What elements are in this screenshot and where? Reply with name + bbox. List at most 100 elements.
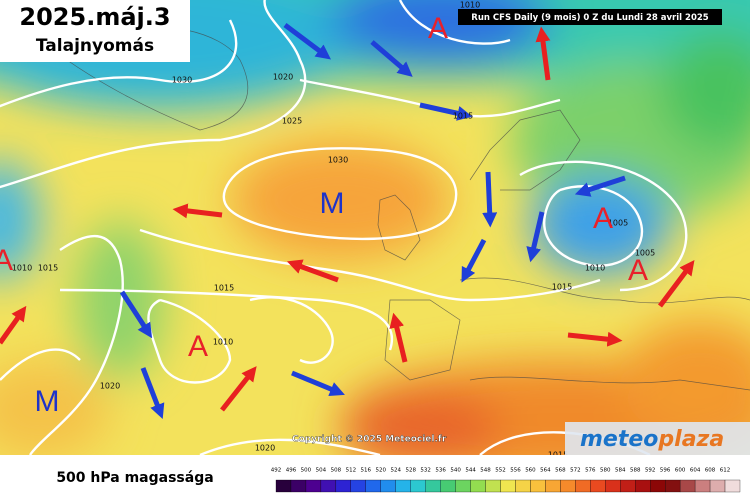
colorbar-tick-label: 556: [510, 468, 521, 474]
colorbar-tick-label: 536: [435, 468, 446, 474]
colorbar-tick-label: 612: [720, 468, 731, 474]
logo-part1: meteo: [580, 427, 658, 452]
colorbar-tick-label: 584: [615, 468, 626, 474]
colorbar-tick-label: 588: [630, 468, 641, 474]
colorbar-tick-label: 568: [555, 468, 566, 474]
colorbar-tick-label: 592: [645, 468, 656, 474]
isobar-label: 1015: [214, 284, 234, 293]
colorbar-tick-label: 552: [495, 468, 506, 474]
colorbar-tick-label: 576: [585, 468, 596, 474]
wind-arrow: [370, 40, 413, 77]
wind-arrow: [220, 366, 257, 412]
colorbar-tick-label: 512: [346, 468, 357, 474]
isobar-label: 1010: [585, 264, 605, 273]
pressure-center: A: [188, 330, 208, 363]
isobar-label: 1030: [328, 156, 348, 165]
wind-arrow: [482, 171, 498, 228]
colorbar: 492 496 500 504 508 512 516 520 524 528 532 536 540 5…: [271, 468, 741, 493]
colorbar-tick-label: 504: [316, 468, 327, 474]
colorbar-cell: [500, 479, 516, 493]
colorbar-tick-label: 516: [361, 468, 372, 474]
colorbar-cell: [275, 479, 292, 493]
colorbar-tick-label: 532: [420, 468, 431, 474]
colorbar-cell: [320, 479, 337, 493]
isobar-label: 1020: [273, 73, 293, 82]
legend-title: 500 hPa magassága: [56, 470, 213, 486]
pressure-center: A: [428, 12, 448, 45]
wind-arrow: [283, 23, 331, 60]
pressure-center: M: [320, 187, 345, 220]
title-box: [0, 0, 190, 62]
run-info: Run CFS Daily (9 mois) 0 Z du Lundi 28 a…: [471, 13, 708, 23]
colorbar-cell: [635, 479, 651, 493]
colorbar-tick-label: 604: [690, 468, 701, 474]
colorbar-cell: [530, 479, 546, 493]
wind-arrow: [286, 259, 339, 283]
colorbar-cell: [305, 479, 322, 493]
colorbar-tick-label: 524: [390, 468, 401, 474]
colorbar-cell: [545, 479, 561, 493]
colorbar-cell: [590, 479, 606, 493]
colorbar-cell: [440, 479, 456, 493]
colorbar-cell: [485, 479, 501, 493]
colorbar-cell: [709, 479, 726, 493]
wind-arrow: [291, 370, 345, 397]
logo-box: [565, 422, 750, 455]
wind-arrow: [419, 102, 473, 121]
colorbar-cell: [335, 479, 351, 493]
isobar-label: 1020: [255, 444, 275, 453]
isobar-label: 1015: [548, 451, 568, 460]
colorbar-tick-label: 540: [450, 468, 461, 474]
colorbar-cell: [380, 479, 396, 493]
colorbar-cell: [650, 479, 666, 493]
colorbar-tick-label: 548: [480, 468, 491, 474]
colorbar-cell: [470, 479, 486, 493]
colorbar-cell: [724, 479, 741, 493]
colorbar-tick-label: 596: [660, 468, 671, 474]
map-subtitle: Talajnyomás: [36, 36, 154, 56]
isobar-label: 1005: [635, 249, 655, 258]
isobar-label: 1015: [453, 112, 473, 121]
pressure-center: M: [35, 385, 60, 418]
colorbar-cell: [365, 479, 381, 493]
wind-arrow: [119, 290, 153, 339]
logo-part2: plaza: [657, 427, 724, 452]
wind-arrow: [535, 26, 551, 81]
colorbar-tick-label: 580: [600, 468, 611, 474]
isobar-label: 1015: [38, 264, 58, 273]
colorbar-cell: [290, 479, 307, 493]
colorbar-cell: [410, 479, 426, 493]
isobar-label: 1010: [460, 1, 480, 10]
isobar-label: 1010: [213, 338, 233, 347]
colorbar-tick-label: 508: [331, 468, 342, 474]
colorbar-cell: [425, 479, 441, 493]
logo: meteoplaza: [580, 427, 724, 452]
field: 1010 1030 1020 1025 1015 1030 1005 1005 1010 1015…: [0, 0, 750, 460]
isobar-label: 1025: [282, 117, 302, 126]
run-info-box: [458, 9, 722, 25]
colorbar-cell: [395, 479, 411, 493]
copyright: Copyright © 2025 Meteociel.fr: [292, 435, 447, 445]
wind-arrow: [658, 260, 695, 308]
pressure-center: A: [593, 202, 613, 235]
wind-arrow: [0, 305, 27, 345]
colorbar-tick-label: 528: [405, 468, 416, 474]
isobar-label: 1010: [12, 264, 32, 273]
wind-arrow: [567, 331, 623, 347]
colorbar-tick-label: 496: [286, 468, 297, 474]
wind-arrow: [574, 175, 626, 197]
colorbar-tick-label: 492: [271, 468, 282, 474]
colorbar-cell: [575, 479, 591, 493]
isobar-label: 1020: [100, 382, 120, 391]
colorbar-tick-label: 520: [376, 468, 387, 474]
map-title: 2025.máj.3: [19, 3, 170, 31]
colorbar-cell: [620, 479, 636, 493]
wind-arrow: [140, 367, 165, 419]
wind-arrows: [0, 23, 695, 419]
colorbar-tick-label: 560: [525, 468, 536, 474]
isobar-label: 1015: [552, 283, 572, 292]
colorbar-cell: [350, 479, 366, 493]
colorbar-tick-label: 608: [705, 468, 716, 474]
colorbar-cell: [515, 479, 531, 493]
colorbar-cell: [694, 479, 711, 493]
